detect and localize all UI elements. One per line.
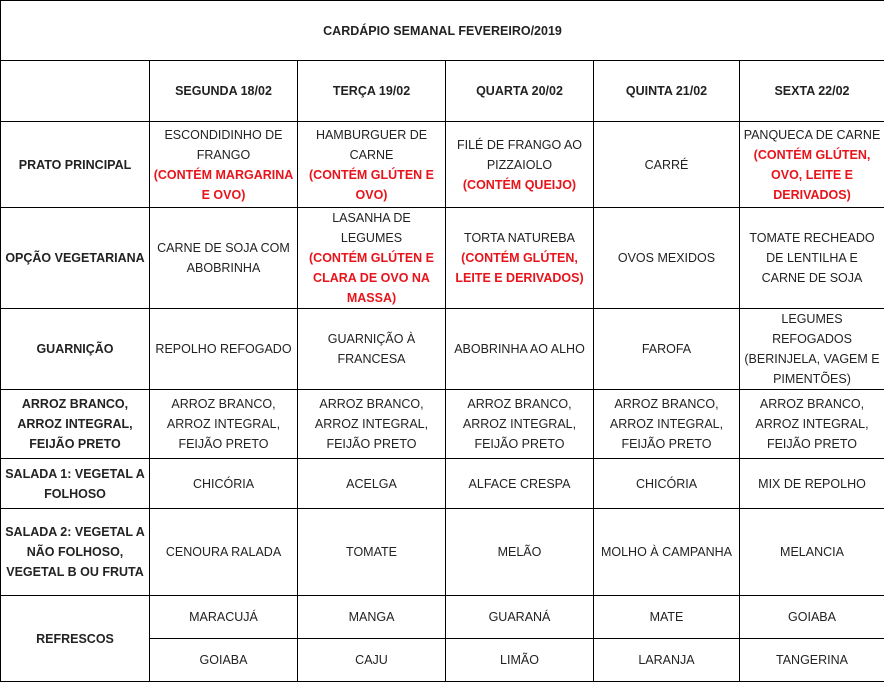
dish-name: CHICÓRIA xyxy=(636,477,697,491)
dish-name: TORTA NATUREBA xyxy=(464,231,575,245)
dish-name: MELÃO xyxy=(498,545,542,559)
menu-cell: ARROZ BRANCO, ARROZ INTEGRAL, FEIJÃO PRE… xyxy=(446,390,594,459)
dish-name: HAMBURGUER DE CARNE xyxy=(316,128,427,162)
drink-cell: MARACUJÁ xyxy=(150,596,298,639)
row-label: ARROZ BRANCO, ARROZ INTEGRAL, FEIJÃO PRE… xyxy=(1,390,150,459)
drink-cell: GUARANÁ xyxy=(446,596,594,639)
dish-name: REPOLHO REFOGADO xyxy=(155,342,291,356)
dish-name: ARROZ BRANCO, ARROZ INTEGRAL, FEIJÃO PRE… xyxy=(610,397,723,451)
drink-cell: GOIABA xyxy=(150,639,298,682)
dish-name: PANQUECA DE CARNE xyxy=(744,128,881,142)
menu-row: GUARNIÇÃO REPOLHO REFOGADO GUARNIÇÃO À FRA… xyxy=(1,309,884,390)
allergen-warning: (CONTÉM MARGARINA E OVO) xyxy=(153,165,294,205)
allergen-warning: (CONTÉM GLÚTEN E OVO) xyxy=(301,165,442,205)
menu-cell: ALFACE CRESPA xyxy=(446,459,594,509)
menu-cell: GUARNIÇÃO À FRANCESA xyxy=(298,309,446,390)
menu-cell: LASANHA DE LEGUMES(CONTÉM GLÚTEN E CLARA… xyxy=(298,208,446,309)
menu-cell: ARROZ BRANCO, ARROZ INTEGRAL, FEIJÃO PRE… xyxy=(594,390,740,459)
dish-name: GUARNIÇÃO À FRANCESA xyxy=(328,332,416,366)
menu-cell: ESCONDIDINHO DE FRANGO(CONTÉM MARGARINA … xyxy=(150,122,298,208)
drink-cell: TANGERINA xyxy=(740,639,884,682)
dish-name: OVOS MEXIDOS xyxy=(618,251,715,265)
dish-name: ALFACE CRESPA xyxy=(469,477,571,491)
dish-name: CARRÉ xyxy=(645,158,689,172)
dish-name: MOLHO À CAMPANHA xyxy=(601,545,732,559)
drink-cell: CAJU xyxy=(298,639,446,682)
row-label: OPÇÃO VEGETARIANA xyxy=(1,208,150,309)
dish-name: ARROZ BRANCO, ARROZ INTEGRAL, FEIJÃO PRE… xyxy=(167,397,280,451)
menu-cell: TOMATE xyxy=(298,509,446,596)
allergen-warning: (CONTÉM GLÚTEN, OVO, LEITE E DERIVADOS) xyxy=(743,145,881,205)
menu-cell: CARRÉ xyxy=(594,122,740,208)
menu-cell: HAMBURGUER DE CARNE(CONTÉM GLÚTEN E OVO) xyxy=(298,122,446,208)
dish-name: ABOBRINHA AO ALHO xyxy=(454,342,585,356)
menu-cell: CHICÓRIA xyxy=(150,459,298,509)
dish-name: TOMATE xyxy=(346,545,397,559)
drink-cell: MATE xyxy=(594,596,740,639)
menu-cell: MELANCIA xyxy=(740,509,884,596)
row-label: SALADA 1: VEGETAL A FOLHOSO xyxy=(1,459,150,509)
dish-name: ACELGA xyxy=(346,477,397,491)
menu-row: ARROZ BRANCO, ARROZ INTEGRAL, FEIJÃO PRE… xyxy=(1,390,884,459)
row-label: REFRESCOS xyxy=(1,596,150,682)
row-label: SALADA 2: VEGETAL A NÃO FOLHOSO, VEGETAL… xyxy=(1,509,150,596)
menu-cell: FAROFA xyxy=(594,309,740,390)
menu-cell: ARROZ BRANCO, ARROZ INTEGRAL, FEIJÃO PRE… xyxy=(740,390,884,459)
drink-cell: MANGA xyxy=(298,596,446,639)
dish-name: CHICÓRIA xyxy=(193,477,254,491)
dish-name: LEGUMES REFOGADOS (BERINJELA, VAGEM E PI… xyxy=(744,312,879,386)
menu-row: SALADA 1: VEGETAL A FOLHOSO CHICÓRIA ACELG… xyxy=(1,459,884,509)
menu-cell: TORTA NATUREBA (CONTÉM GLÚTEN, LEITE E DE… xyxy=(446,208,594,309)
drink-cell: LARANJA xyxy=(594,639,740,682)
drink-cell: GOIABA xyxy=(740,596,884,639)
day-header: QUINTA 21/02 xyxy=(594,61,740,122)
dish-name: CARNE DE SOJA COM ABOBRINHA xyxy=(157,241,290,275)
menu-cell: CHICÓRIA xyxy=(594,459,740,509)
menu-cell: MIX DE REPOLHO xyxy=(740,459,884,509)
day-header: SEGUNDA 18/02 xyxy=(150,61,298,122)
day-header: QUARTA 20/02 xyxy=(446,61,594,122)
menu-cell: MOLHO À CAMPANHA xyxy=(594,509,740,596)
drink-cell: LIMÃO xyxy=(446,639,594,682)
day-header: TERÇA 19/02 xyxy=(298,61,446,122)
row-label: GUARNIÇÃO xyxy=(1,309,150,390)
dish-name: ARROZ BRANCO, ARROZ INTEGRAL, FEIJÃO PRE… xyxy=(315,397,428,451)
menu-cell: PANQUECA DE CARNE (CONTÉM GLÚTEN, OVO, LE… xyxy=(740,122,884,208)
dish-name: ARROZ BRANCO, ARROZ INTEGRAL, FEIJÃO PRE… xyxy=(463,397,576,451)
menu-cell: ACELGA xyxy=(298,459,446,509)
menu-cell: LEGUMES REFOGADOS (BERINJELA, VAGEM E PI… xyxy=(740,309,884,390)
dish-name: ARROZ BRANCO, ARROZ INTEGRAL, FEIJÃO PRE… xyxy=(755,397,868,451)
menu-cell: ABOBRINHA AO ALHO xyxy=(446,309,594,390)
row-label: PRATO PRINCIPAL xyxy=(1,122,150,208)
dish-name: ESCONDIDINHO DE FRANGO xyxy=(164,128,282,162)
menu-row: SALADA 2: VEGETAL A NÃO FOLHOSO, VEGETAL… xyxy=(1,509,884,596)
dish-name: CENOURA RALADA xyxy=(166,545,281,559)
day-header: SEXTA 22/02 xyxy=(740,61,884,122)
menu-cell: CENOURA RALADA xyxy=(150,509,298,596)
menu-cell: TOMATE RECHEADO DE LENTILHA E CARNE DE S… xyxy=(740,208,884,309)
menu-cell: REPOLHO REFOGADO xyxy=(150,309,298,390)
menu-cell: MELÃO xyxy=(446,509,594,596)
menu-cell: ARROZ BRANCO, ARROZ INTEGRAL, FEIJÃO PRE… xyxy=(298,390,446,459)
dish-name: LASANHA DE LEGUMES xyxy=(332,211,411,245)
dish-name: MELANCIA xyxy=(780,545,844,559)
dish-name: FAROFA xyxy=(642,342,691,356)
menu-cell: ARROZ BRANCO, ARROZ INTEGRAL, FEIJÃO PRE… xyxy=(150,390,298,459)
menu-title: CARDÁPIO SEMANAL FEVEREIRO/2019 xyxy=(1,1,884,61)
dish-name: TOMATE RECHEADO DE LENTILHA E CARNE DE S… xyxy=(749,231,874,285)
menu-cell: OVOS MEXIDOS xyxy=(594,208,740,309)
allergen-warning: (CONTÉM GLÚTEN E CLARA DE OVO NA MASSA) xyxy=(301,248,442,308)
allergen-warning: (CONTÉM GLÚTEN, LEITE E DERIVADOS) xyxy=(449,248,590,288)
dish-name: FILÉ DE FRANGO AO PIZZAIOLO xyxy=(457,138,582,172)
dish-name: MIX DE REPOLHO xyxy=(758,477,866,491)
allergen-warning: (CONTÉM QUEIJO) xyxy=(449,175,590,195)
corner-cell xyxy=(1,61,150,122)
menu-cell: CARNE DE SOJA COM ABOBRINHA xyxy=(150,208,298,309)
menu-cell: FILÉ DE FRANGO AO PIZZAIOLO (CONTÉM QUEIJ… xyxy=(446,122,594,208)
